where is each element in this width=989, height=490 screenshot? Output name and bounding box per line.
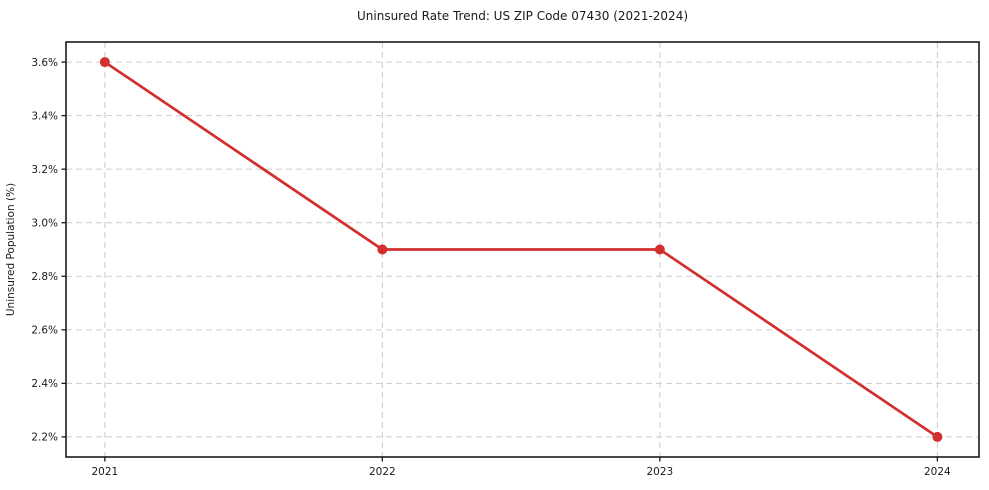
plot-border <box>65 41 980 458</box>
y-tick-label: 2.8% <box>31 271 58 283</box>
tick-marks <box>61 61 939 462</box>
data-point-marker <box>654 244 665 255</box>
chart-title: Uninsured Rate Trend: US ZIP Code 07430 … <box>357 9 688 23</box>
x-tick-label: 2023 <box>646 466 673 478</box>
tick-labels: 2.2% 2.4% 2.6% 2.8% 3.0% 3.2% 3.4% 3.6% 2021 2022… <box>31 57 951 478</box>
x-tick-label: 2024 <box>924 466 951 478</box>
data-point-marker <box>932 431 943 442</box>
data-point-marker <box>377 244 388 255</box>
series-line <box>99 57 943 442</box>
trend-line <box>103 60 939 439</box>
y-tick-label: 2.4% <box>31 378 58 390</box>
x-tick-label: 2022 <box>369 466 396 478</box>
x-tick-label: 2021 <box>91 466 118 478</box>
y-tick-label: 2.6% <box>31 325 58 337</box>
gridlines <box>66 42 979 457</box>
y-tick-label: 3.4% <box>31 110 58 122</box>
y-axis-label: Uninsured Population (%) <box>5 183 17 316</box>
y-tick-label: 3.0% <box>31 217 58 229</box>
axes <box>65 41 980 458</box>
y-tick-label: 3.6% <box>31 57 58 69</box>
y-tick-label: 2.2% <box>31 432 58 444</box>
y-tick-label: 3.2% <box>31 164 58 176</box>
data-point-marker <box>99 57 110 68</box>
